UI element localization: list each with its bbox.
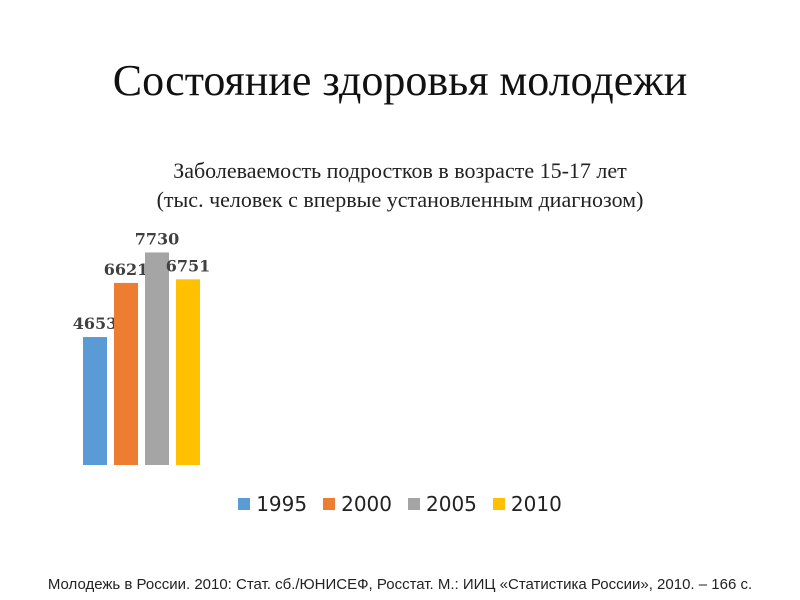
legend-item-2005: 2005	[408, 492, 477, 516]
chart-legend: 1995 2000 2005 2010	[0, 492, 800, 516]
source-citation: Молодежь в России. 2010: Стат. сб./ЮНИСЕ…	[47, 576, 753, 593]
bar-2005	[145, 252, 169, 465]
legend-item-2000: 2000	[323, 492, 392, 516]
subtitle-line-1: Заболеваемость подростков в возрасте 15-…	[173, 158, 627, 183]
page-title: Состояние здоровья молодежи	[112, 56, 688, 105]
legend-label: 1995	[256, 492, 308, 516]
data-label-2010: 6751	[166, 256, 211, 275]
legend-swatch	[492, 498, 505, 510]
legend-label: 2000	[341, 492, 392, 516]
bar-2000	[114, 282, 138, 465]
data-label-2005: 7730	[135, 229, 180, 248]
data-label-2000: 6621	[104, 260, 149, 279]
legend-label: 2005	[426, 492, 477, 516]
legend-item-1995: 1995	[238, 492, 307, 516]
legend-item-2010: 2010	[492, 492, 562, 516]
bar-1995	[83, 337, 107, 465]
bar-2010	[176, 279, 200, 465]
legend-swatch	[238, 498, 251, 510]
legend-swatch	[323, 498, 336, 510]
legend-label: 2010	[510, 492, 562, 516]
legend-swatch	[408, 498, 420, 510]
subtitle-line-2: (тыс. человек с впервые установленным ди…	[156, 187, 644, 212]
data-label-1995: 4653	[73, 314, 118, 333]
chart-subtitle: Заболеваемость подростков в возрасте 15-…	[0, 156, 800, 214]
